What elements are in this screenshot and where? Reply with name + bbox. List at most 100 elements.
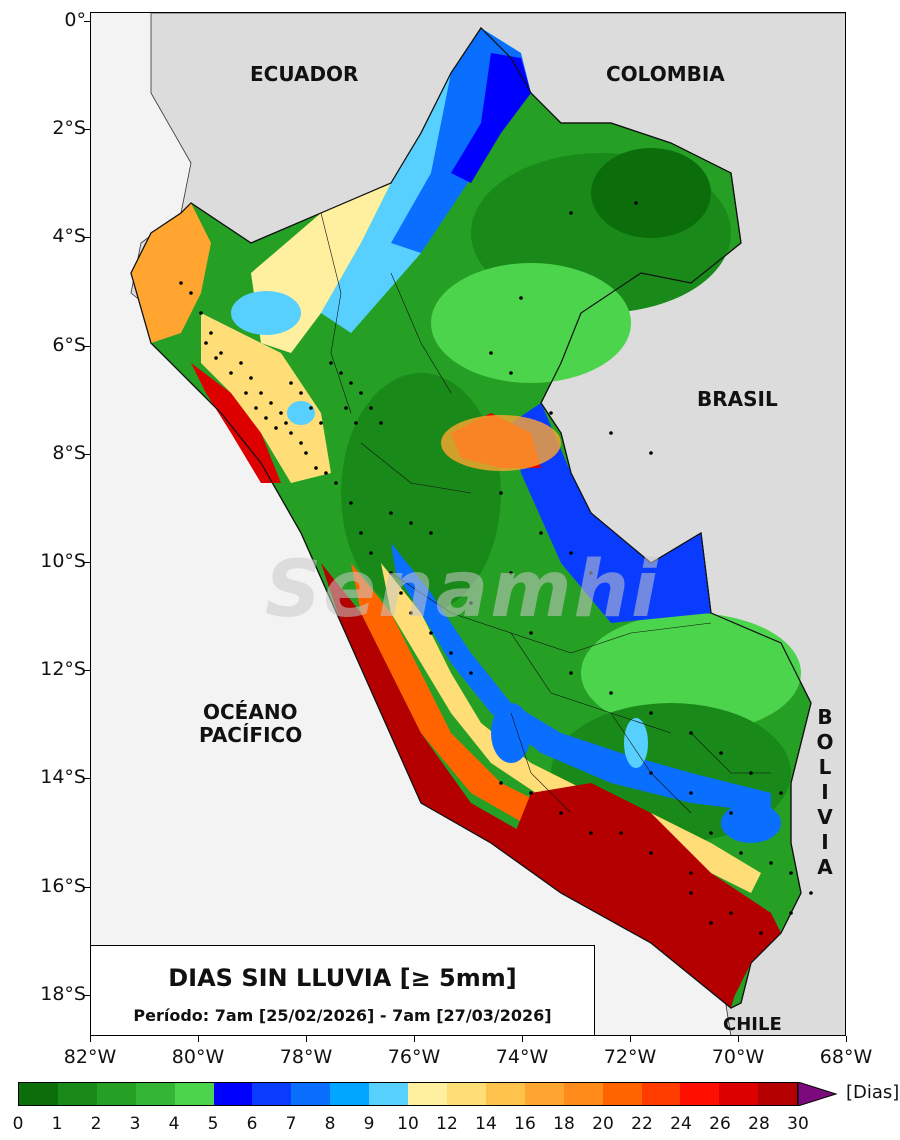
station-marker: [569, 551, 573, 555]
colorbar-tick-label: 6: [246, 1114, 258, 1134]
label-pacifico: PACÍFICO: [199, 723, 303, 747]
station-marker: [509, 571, 513, 575]
bolivia-letter: L: [818, 755, 832, 779]
station-marker: [759, 931, 763, 935]
colorbar-tick-label: 2: [90, 1114, 102, 1134]
x-tick-label: 78°W: [279, 1046, 333, 1068]
bolivia-letter: I: [821, 780, 829, 804]
colorbar-segment: [96, 1083, 136, 1105]
colorbar-segment: [408, 1083, 447, 1105]
station-marker: [539, 531, 543, 535]
station-marker: [569, 211, 573, 215]
x-tick-label: 74°W: [495, 1046, 549, 1068]
colorbar-segment: [291, 1083, 331, 1105]
station-marker: [689, 891, 693, 895]
station-marker: [649, 851, 653, 855]
colorbar-segment: [19, 1083, 58, 1105]
station-marker: [299, 391, 303, 395]
colorbar-tick-label: 5: [207, 1114, 219, 1134]
blue-patch: [624, 718, 648, 768]
bolivia-letter: I: [821, 830, 829, 854]
station-marker: [359, 531, 363, 535]
station-marker: [349, 381, 353, 385]
station-marker: [769, 861, 773, 865]
label-ecuador: ECUADOR: [250, 62, 359, 86]
station-marker: [429, 631, 433, 635]
y-tick-mark: [84, 886, 90, 888]
red-coast: [191, 363, 281, 483]
station-marker: [809, 891, 813, 895]
y-tick-label: 6°S: [52, 333, 86, 356]
colorbar-tick-label: 30: [787, 1114, 809, 1134]
station-marker: [324, 471, 328, 475]
map-title: DIAS SIN LLUVIA [≥ 5mm]: [168, 964, 517, 992]
station-marker: [299, 441, 303, 445]
colorbar-tick-label: 26: [709, 1114, 731, 1134]
station-marker: [289, 431, 293, 435]
colorbar-tick-label: 9: [363, 1114, 375, 1134]
x-tick-mark: [522, 1036, 523, 1042]
light-green-zone: [431, 263, 631, 383]
station-marker: [549, 411, 553, 415]
colorbar-tick-label: 3: [129, 1114, 141, 1134]
label-colombia: COLOMBIA: [606, 62, 725, 86]
station-marker: [274, 426, 278, 430]
bolivia-letter: B: [817, 705, 833, 729]
station-marker: [209, 331, 213, 335]
x-tick-mark: [738, 1036, 739, 1042]
station-marker: [559, 811, 563, 815]
colorbar-segment: [641, 1083, 681, 1105]
blue-patch: [721, 803, 781, 843]
station-marker: [589, 831, 593, 835]
station-marker: [409, 521, 413, 525]
colorbar-tick-label: 4: [168, 1114, 180, 1134]
station-marker: [379, 421, 383, 425]
station-marker: [329, 361, 333, 365]
station-marker: [389, 511, 393, 515]
station-marker: [609, 691, 613, 695]
station-marker: [349, 501, 353, 505]
station-marker: [304, 451, 308, 455]
station-marker: [249, 376, 253, 380]
y-tick-label: 2°S: [52, 117, 86, 140]
colorbar-segment: [485, 1083, 525, 1105]
y-tick-label: 4°S: [52, 225, 86, 248]
y-tick-label: 14°S: [40, 766, 86, 789]
y-tick-label: 16°S: [40, 874, 86, 897]
station-marker: [649, 451, 653, 455]
station-marker: [429, 531, 433, 535]
station-markers: [179, 201, 813, 935]
station-marker: [789, 911, 793, 915]
station-marker: [264, 416, 268, 420]
station-marker: [279, 411, 283, 415]
colorbar-segment: [213, 1083, 253, 1105]
y-tick-label: 12°S: [40, 658, 86, 681]
station-marker: [204, 341, 208, 345]
station-marker: [739, 851, 743, 855]
y-tick-label: 8°S: [52, 441, 86, 464]
station-marker: [219, 351, 223, 355]
station-marker: [289, 381, 293, 385]
central-blue-belt: [391, 543, 771, 813]
colorbar-segment: [135, 1083, 175, 1105]
label-oceano: OCÉANO: [203, 700, 298, 724]
x-tick-mark: [846, 1036, 847, 1042]
station-marker: [779, 791, 783, 795]
region-borders: [320, 212, 771, 814]
station-marker: [649, 711, 653, 715]
station-marker: [369, 406, 373, 410]
station-marker: [214, 356, 218, 360]
colorbar-segment: [758, 1083, 798, 1105]
station-marker: [409, 611, 413, 615]
x-tick-mark: [630, 1036, 631, 1042]
x-tick-mark: [306, 1036, 307, 1042]
station-marker: [519, 296, 523, 300]
bolivia-letter: V: [817, 805, 833, 829]
station-marker: [469, 601, 473, 605]
station-marker: [344, 406, 348, 410]
map-area: [90, 12, 846, 1036]
blue-patch: [491, 703, 531, 763]
map-subtitle: Período: 7am [25/02/2026] - 7am [27/03/2…: [133, 1006, 552, 1025]
station-marker: [499, 491, 503, 495]
